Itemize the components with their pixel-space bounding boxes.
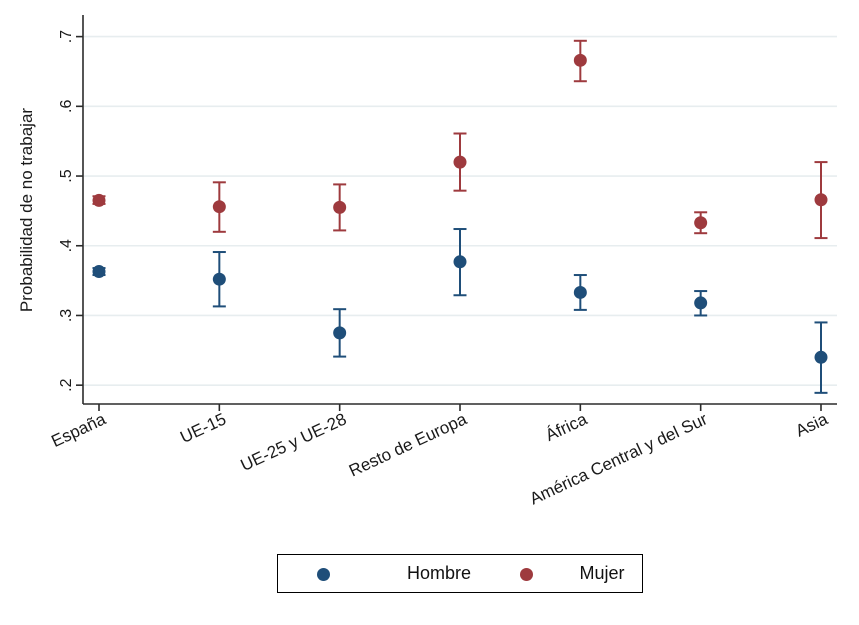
point-marker xyxy=(814,193,828,207)
legend-marker-mujer-icon xyxy=(520,568,533,581)
y-tick-label: .6 xyxy=(58,100,75,113)
y-tick-label: .3 xyxy=(58,309,75,322)
point-marker xyxy=(333,326,347,340)
point-marker xyxy=(92,265,106,279)
legend-label-mujer: Mujer xyxy=(579,563,625,583)
point-marker xyxy=(333,200,347,214)
y-tick-label: .2 xyxy=(58,378,75,391)
x-tick-label: UE-25 y UE-28 xyxy=(238,409,350,475)
legend-marker-hombre-icon xyxy=(317,568,330,581)
point-marker xyxy=(573,285,587,299)
point-marker xyxy=(573,53,587,67)
point-marker xyxy=(212,272,226,286)
y-axis-title: Probabilidad de no trabajar xyxy=(17,107,36,313)
y-tick-label: .4 xyxy=(58,239,75,252)
point-marker xyxy=(694,296,708,310)
point-marker xyxy=(212,200,226,214)
x-tick-label: África xyxy=(543,409,591,445)
x-tick-label: Resto de Europa xyxy=(346,409,470,480)
legend: Hombre Mujer xyxy=(277,554,643,593)
x-tick-label: España xyxy=(48,409,109,451)
y-tick-label: .7 xyxy=(58,30,75,43)
point-marker xyxy=(814,350,828,364)
point-marker xyxy=(694,216,708,230)
y-tick-label: .5 xyxy=(58,169,75,182)
x-tick-label: UE-15 xyxy=(177,409,229,447)
point-marker xyxy=(453,255,467,269)
legend-label-hombre: Hombre xyxy=(406,563,472,583)
point-marker xyxy=(453,155,467,169)
x-tick-label: Asia xyxy=(793,409,831,440)
point-marker xyxy=(92,193,106,207)
